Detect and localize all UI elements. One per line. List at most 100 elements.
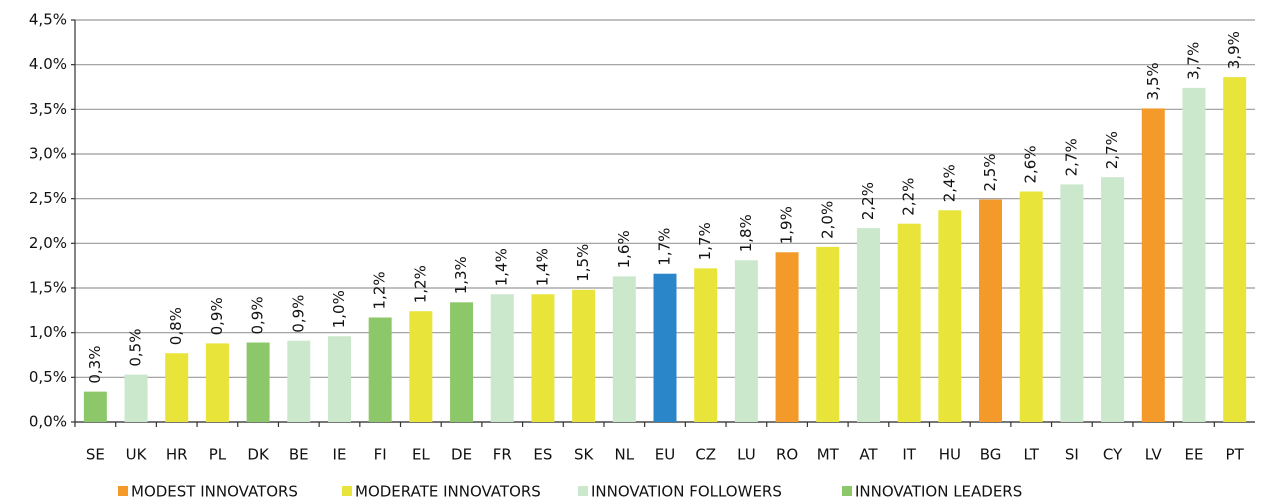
value-label: 3,5% (1144, 62, 1162, 100)
legend-label: MODEST INNOVATORS (131, 483, 298, 501)
x-tick-label: EL (412, 446, 430, 464)
value-label: 2,2% (900, 178, 918, 216)
value-label: 0,3% (86, 346, 104, 384)
value-label: 1,4% (533, 248, 551, 286)
x-tick-label: PT (1226, 446, 1245, 464)
x-tick-label: AT (859, 446, 878, 464)
y-tick-label: 0,5% (29, 368, 67, 386)
legend-label: MODERATE INNOVATORS (355, 483, 541, 501)
x-tick-label: HR (166, 446, 188, 464)
bar (490, 294, 514, 422)
y-tick-label: 4.0% (29, 55, 67, 73)
legend-label: INNOVATION FOLLOWERS (591, 483, 782, 501)
value-label: 3,9% (1225, 31, 1243, 69)
bar (327, 336, 351, 422)
y-tick-label: 2,5% (29, 189, 67, 207)
bar (368, 317, 392, 422)
value-label: 1,5% (574, 244, 592, 282)
bar (1060, 184, 1084, 422)
value-label: 2,7% (1103, 131, 1121, 169)
y-tick-label: 1,0% (29, 323, 67, 341)
bar (734, 260, 758, 422)
x-tick-label: UK (126, 446, 148, 464)
value-label: 0,9% (208, 297, 226, 335)
x-tick-label: LT (1023, 446, 1039, 464)
x-tick-label: BE (289, 446, 309, 464)
y-tick-label: 1,5% (29, 279, 67, 297)
value-label: 2,7% (1062, 138, 1080, 176)
x-tick-label: SI (1065, 446, 1079, 464)
x-tick-label: IT (902, 446, 916, 464)
value-label: 2,5% (981, 153, 999, 191)
x-tick-label: EE (1184, 446, 1203, 464)
value-label: 0,9% (289, 295, 307, 333)
value-label: 0,9% (249, 296, 267, 334)
bar (979, 199, 1003, 422)
y-tick-label: 3,0% (29, 145, 67, 163)
bar (409, 311, 433, 422)
x-tick-label: PL (209, 446, 227, 464)
value-label: 2,2% (859, 182, 877, 220)
legend-swatch (342, 486, 352, 496)
value-label: 1,7% (656, 228, 674, 266)
value-label: 1,0% (330, 290, 348, 328)
x-tick-label: SK (574, 446, 595, 464)
bar (1182, 87, 1206, 422)
value-label: 1,4% (493, 248, 511, 286)
bar (816, 246, 840, 422)
bar (531, 294, 555, 422)
bar (938, 210, 962, 422)
value-label: 1,8% (737, 214, 755, 252)
x-tick-label: DK (247, 446, 270, 464)
y-tick-label: 4,5% (29, 11, 67, 29)
value-label: 0,5% (127, 329, 145, 367)
x-tick-label: DE (451, 446, 472, 464)
legend-label: INNOVATION LEADERS (855, 483, 1022, 501)
bar (83, 391, 107, 422)
x-tick-label: HU (939, 446, 961, 464)
value-label: 1,6% (615, 230, 633, 268)
value-label: 2,4% (940, 164, 958, 202)
x-tick-label: LU (737, 446, 756, 464)
y-tick-label: 0,0% (29, 413, 67, 431)
value-label: 2,6% (1022, 145, 1040, 183)
legend-swatch (118, 486, 128, 496)
bar (246, 342, 270, 422)
legend-swatch (578, 486, 588, 496)
value-label: 3,7% (1184, 42, 1202, 80)
x-tick-label: SE (86, 446, 105, 464)
value-label: 1,9% (778, 206, 796, 244)
value-label: 2,0% (818, 201, 836, 239)
value-label: 0,8% (167, 307, 185, 345)
value-label: 1,2% (371, 271, 389, 309)
bar (205, 343, 229, 422)
value-label: 1,7% (696, 222, 714, 260)
x-tick-label: FR (493, 446, 512, 464)
bar (897, 223, 921, 422)
bar (1223, 77, 1247, 422)
bar (572, 289, 596, 422)
value-label: 1,2% (411, 265, 429, 303)
bar (1141, 108, 1165, 422)
x-tick-label: FI (374, 446, 387, 464)
x-tick-label: CZ (695, 446, 716, 464)
bar (612, 276, 636, 422)
x-tick-label: NL (615, 446, 635, 464)
x-tick-label: LV (1145, 446, 1163, 464)
bar (653, 273, 677, 422)
legend-swatch (842, 486, 852, 496)
y-tick-label: 2,0% (29, 234, 67, 252)
bar (856, 228, 880, 422)
y-tick-label: 3,5% (29, 100, 67, 118)
bar (1101, 177, 1125, 422)
x-tick-label: RO (776, 446, 798, 464)
x-tick-label: EU (655, 446, 675, 464)
bar (775, 252, 799, 422)
value-label: 1,3% (452, 256, 470, 294)
bar (165, 353, 189, 422)
x-tick-label: IE (333, 446, 347, 464)
x-tick-label: CY (1103, 446, 1123, 464)
bar (287, 340, 311, 422)
bar (450, 302, 474, 422)
